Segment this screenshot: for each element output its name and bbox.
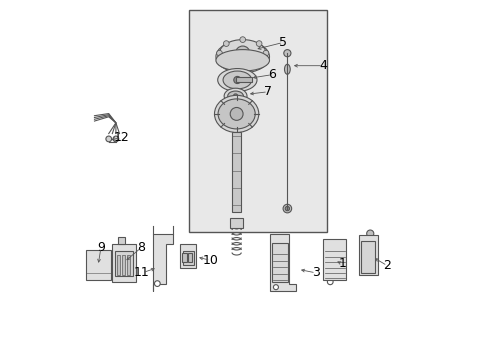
Circle shape xyxy=(232,220,241,229)
Circle shape xyxy=(113,136,119,142)
Circle shape xyxy=(283,204,291,213)
Bar xyxy=(118,237,124,244)
Circle shape xyxy=(326,279,332,285)
Bar xyxy=(230,217,243,228)
Bar xyxy=(272,243,288,282)
Ellipse shape xyxy=(284,64,290,74)
Bar xyxy=(188,253,192,262)
Circle shape xyxy=(233,76,241,84)
Ellipse shape xyxy=(219,40,265,67)
Circle shape xyxy=(256,60,262,66)
Circle shape xyxy=(230,108,243,120)
Circle shape xyxy=(240,50,245,56)
Bar xyxy=(85,249,111,280)
Bar xyxy=(235,77,251,82)
Circle shape xyxy=(256,41,262,46)
Ellipse shape xyxy=(216,41,269,73)
Circle shape xyxy=(285,206,289,211)
Bar xyxy=(122,255,125,275)
Text: 2: 2 xyxy=(383,259,390,272)
Ellipse shape xyxy=(224,88,246,104)
Text: 11: 11 xyxy=(134,266,149,279)
Bar xyxy=(189,10,326,232)
Bar xyxy=(116,255,120,275)
Ellipse shape xyxy=(217,68,257,91)
Text: 8: 8 xyxy=(137,241,144,255)
Bar xyxy=(126,255,130,275)
Circle shape xyxy=(263,50,268,56)
Bar xyxy=(232,132,241,212)
Ellipse shape xyxy=(227,91,243,101)
Text: 9: 9 xyxy=(97,241,104,255)
Ellipse shape xyxy=(214,95,258,132)
Bar xyxy=(358,235,378,275)
Polygon shape xyxy=(153,234,173,291)
Text: 3: 3 xyxy=(311,266,319,279)
Circle shape xyxy=(223,60,229,66)
Text: 1: 1 xyxy=(338,257,346,270)
Circle shape xyxy=(240,37,245,42)
Circle shape xyxy=(216,50,222,56)
Ellipse shape xyxy=(218,99,255,129)
Circle shape xyxy=(235,46,249,60)
Circle shape xyxy=(273,285,278,290)
Bar xyxy=(182,253,186,262)
Text: 10: 10 xyxy=(202,254,218,267)
Circle shape xyxy=(240,64,245,69)
Bar xyxy=(112,244,135,282)
Circle shape xyxy=(233,94,237,98)
Bar xyxy=(180,244,196,267)
Ellipse shape xyxy=(223,71,251,89)
Circle shape xyxy=(154,281,160,287)
Text: 7: 7 xyxy=(264,85,271,98)
Bar xyxy=(183,251,193,265)
Text: 5: 5 xyxy=(279,36,286,49)
Bar xyxy=(323,239,346,280)
Bar xyxy=(360,241,374,273)
Circle shape xyxy=(88,259,94,265)
Circle shape xyxy=(106,136,111,142)
Circle shape xyxy=(223,41,229,46)
Text: 12: 12 xyxy=(113,131,129,144)
Text: 4: 4 xyxy=(319,59,326,72)
Ellipse shape xyxy=(216,50,269,71)
Polygon shape xyxy=(269,234,296,291)
Circle shape xyxy=(366,230,373,237)
Bar xyxy=(115,251,132,276)
Text: 6: 6 xyxy=(268,68,276,81)
Circle shape xyxy=(283,50,290,57)
